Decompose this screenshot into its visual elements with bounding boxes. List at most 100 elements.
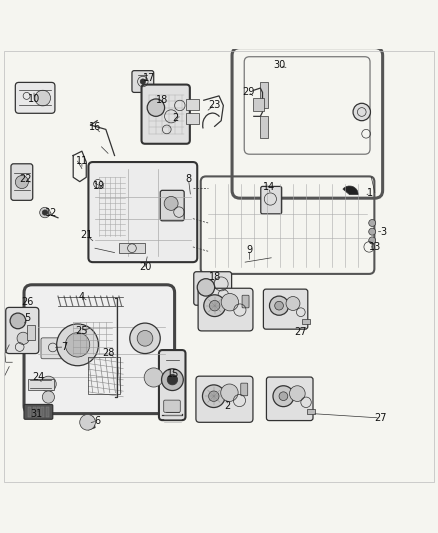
Text: 25: 25 [76, 326, 88, 336]
Circle shape [140, 79, 145, 84]
Text: 12: 12 [45, 208, 58, 219]
FancyBboxPatch shape [88, 162, 197, 262]
Text: 7: 7 [61, 342, 67, 352]
Bar [260, 82, 268, 108]
Circle shape [10, 313, 26, 329]
Circle shape [41, 376, 56, 392]
Bar [37, 407, 40, 417]
Circle shape [221, 384, 238, 401]
FancyBboxPatch shape [194, 272, 232, 305]
Circle shape [57, 324, 99, 366]
Circle shape [40, 207, 50, 218]
FancyBboxPatch shape [164, 400, 180, 413]
Circle shape [35, 90, 50, 106]
FancyBboxPatch shape [263, 289, 308, 329]
FancyBboxPatch shape [6, 308, 39, 353]
FancyBboxPatch shape [198, 288, 253, 331]
Text: 9: 9 [247, 245, 253, 255]
Bar [260, 116, 268, 138]
Circle shape [369, 228, 376, 235]
Bar [186, 114, 199, 124]
Circle shape [204, 295, 226, 317]
Circle shape [42, 210, 47, 215]
Text: 4: 4 [79, 292, 85, 302]
Circle shape [162, 369, 184, 391]
Text: 17: 17 [143, 74, 155, 84]
Text: 24: 24 [32, 373, 45, 383]
Text: 28: 28 [102, 348, 114, 358]
Bar [307, 409, 315, 415]
Text: 8: 8 [185, 174, 191, 184]
FancyBboxPatch shape [141, 85, 190, 144]
Text: 5: 5 [25, 313, 31, 323]
Circle shape [42, 391, 54, 403]
Text: 1: 1 [367, 188, 374, 198]
FancyBboxPatch shape [132, 71, 154, 92]
Text: 15: 15 [167, 369, 180, 379]
Circle shape [167, 375, 178, 385]
Bar [27, 325, 35, 341]
FancyBboxPatch shape [24, 285, 175, 414]
Text: 18: 18 [208, 272, 221, 282]
FancyBboxPatch shape [266, 377, 313, 421]
Text: 10: 10 [28, 94, 40, 104]
FancyBboxPatch shape [241, 383, 248, 396]
Circle shape [290, 386, 305, 401]
Bar [42, 407, 45, 417]
FancyBboxPatch shape [24, 405, 53, 419]
Text: 31: 31 [30, 409, 42, 419]
Text: 13: 13 [369, 242, 381, 252]
Text: 27: 27 [374, 413, 386, 423]
Text: 22: 22 [19, 174, 32, 184]
Bar [253, 98, 264, 111]
Circle shape [197, 279, 215, 296]
FancyBboxPatch shape [41, 338, 66, 359]
Circle shape [65, 333, 90, 357]
FancyBboxPatch shape [242, 295, 249, 308]
Text: 27: 27 [295, 327, 307, 337]
Circle shape [275, 301, 283, 310]
Circle shape [15, 175, 28, 189]
Bar [28, 407, 32, 417]
Circle shape [369, 237, 376, 244]
Bar [302, 319, 310, 324]
Circle shape [209, 301, 220, 311]
Text: 2: 2 [172, 112, 179, 123]
Text: 26: 26 [21, 297, 34, 307]
FancyBboxPatch shape [160, 190, 184, 221]
Text: 23: 23 [208, 100, 221, 110]
Circle shape [353, 103, 371, 120]
Circle shape [130, 323, 160, 353]
Bar [88, 357, 120, 394]
Circle shape [147, 99, 165, 116]
Circle shape [279, 392, 288, 400]
Text: 16: 16 [89, 122, 101, 132]
Text: 18: 18 [156, 95, 169, 105]
FancyBboxPatch shape [11, 164, 33, 200]
Text: 30: 30 [274, 60, 286, 70]
FancyBboxPatch shape [159, 350, 185, 420]
Circle shape [208, 391, 219, 401]
Circle shape [369, 220, 376, 227]
Circle shape [164, 197, 178, 211]
Text: 3: 3 [381, 227, 387, 237]
Circle shape [137, 330, 153, 346]
Text: 6: 6 [94, 416, 100, 426]
FancyBboxPatch shape [15, 83, 55, 114]
Wedge shape [343, 186, 358, 195]
Text: 2: 2 [225, 401, 231, 411]
Circle shape [221, 294, 239, 311]
Text: 20: 20 [139, 262, 151, 272]
Circle shape [144, 368, 163, 387]
Circle shape [80, 415, 95, 430]
Text: 14: 14 [263, 182, 275, 192]
Bar [46, 407, 49, 417]
Text: 29: 29 [242, 86, 255, 96]
Text: 11: 11 [76, 156, 88, 166]
Bar [186, 99, 199, 110]
Text: 21: 21 [80, 230, 92, 240]
Circle shape [17, 332, 29, 344]
Bar [28, 379, 53, 390]
Bar [33, 407, 36, 417]
Text: 19: 19 [93, 181, 106, 191]
